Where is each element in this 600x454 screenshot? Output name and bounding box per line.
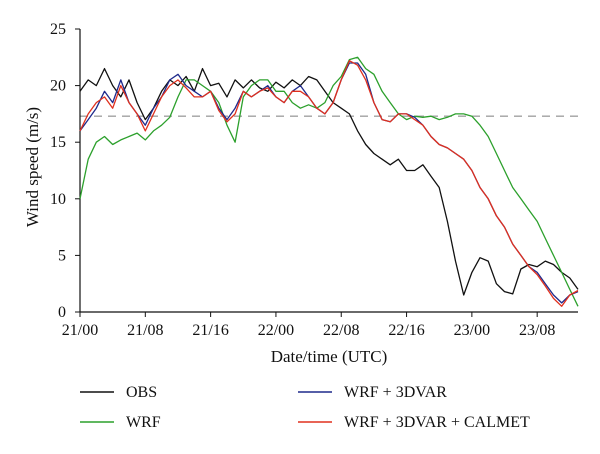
legend-label: OBS [126,384,157,401]
series-line-wrf [79,56,579,307]
y-tick-label: 20 [50,78,66,95]
x-tick-label: 23/00 [454,322,490,339]
y-tick-label: 25 [50,21,66,38]
x-ticks: 21/00 21/08 21/16 22/00 22/08 22/16 23/00 23/08 [62,312,555,339]
y-tick-label: 15 [50,134,66,151]
y-tick-label: 10 [50,191,66,208]
y-tick-label: 5 [58,247,66,264]
legend-label: WRF [126,414,161,431]
legend: OBS WRF WRF + 3DVAR WRF + 3DVAR + CALMET [80,384,530,431]
series-line-wrf-3dvar [79,62,579,304]
series-lines [79,56,579,307]
axes [79,29,578,313]
legend-label: WRF + 3DVAR [344,384,447,401]
series-line-obs [79,67,579,296]
x-tick-label: 21/00 [62,322,98,339]
series-line-wrf-3dvar-calmet [79,60,579,307]
x-tick-label: 22/00 [258,322,294,339]
x-tick-label: 21/16 [192,322,228,339]
x-tick-label: 21/08 [127,322,163,339]
y-axis-title: Wind speed (m/s) [23,107,42,227]
y-ticks: 0 5 10 15 20 25 [50,21,80,321]
x-axis-title: Date/time (UTC) [271,347,388,366]
legend-label: WRF + 3DVAR + CALMET [344,414,530,431]
x-tick-label: 22/08 [323,322,359,339]
x-tick-label: 23/08 [519,322,555,339]
x-tick-label: 22/16 [388,322,424,339]
y-tick-label: 0 [58,304,66,321]
